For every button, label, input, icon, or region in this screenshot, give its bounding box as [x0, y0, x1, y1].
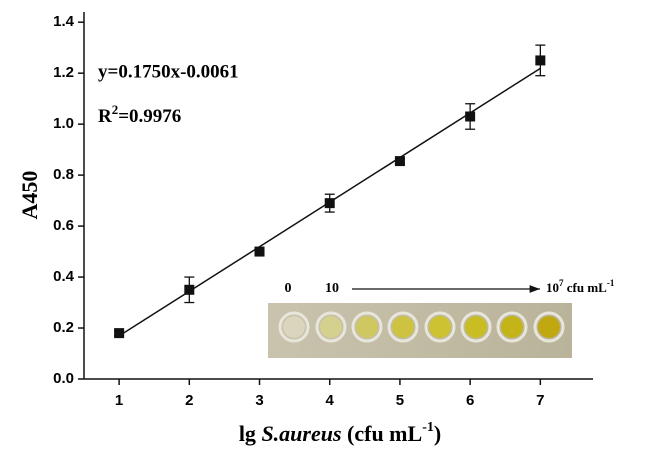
- x-label-part: -1: [422, 420, 434, 435]
- r-value: =0.9976: [118, 106, 181, 127]
- x-tick-label: 7: [536, 392, 544, 409]
- point: [255, 247, 265, 257]
- x-label-part: S.aureus: [261, 421, 341, 446]
- point: [465, 111, 475, 121]
- equation: y=0.1750x-0.0061: [98, 61, 239, 82]
- chart: 0 10 107 cfu mL-1 y=0.1750x-0.0061 R2=0.…: [0, 0, 649, 450]
- x-tick-label: 2: [185, 392, 193, 409]
- x-tick-label: 6: [466, 392, 474, 409]
- x-tick-label: 3: [255, 392, 263, 409]
- x-label-part: ): [434, 421, 441, 446]
- point: [184, 285, 194, 295]
- y-tick-label: 0.0: [53, 370, 74, 387]
- r-label: R: [98, 106, 112, 127]
- y-axis-label: A450: [17, 171, 42, 220]
- y-tick-label: 1.4: [53, 13, 75, 30]
- y-tick-label: 0.2: [53, 319, 74, 336]
- point: [114, 328, 124, 338]
- x-label-part: (cfu mL: [342, 421, 423, 446]
- inset-label: 10: [325, 281, 339, 296]
- y-tick-label: 0.6: [53, 217, 74, 234]
- y-tick-label: 0.8: [53, 166, 74, 183]
- x-label-part: lg: [239, 421, 262, 446]
- x-tick-label: 4: [326, 392, 335, 409]
- r-squared: R2=0.9976: [98, 102, 181, 127]
- inset-label: 10: [546, 280, 559, 295]
- point: [535, 55, 545, 65]
- x-tick-label: 5: [396, 392, 404, 409]
- inset-photo: [268, 289, 572, 358]
- x-axis-label: lg S.aureus (cfu mL-1): [239, 420, 441, 446]
- x-tick-label: 1: [115, 392, 123, 409]
- inset-label: 0: [285, 281, 292, 296]
- y-tick-label: 0.4: [53, 268, 75, 285]
- y-tick-label: 1.0: [53, 115, 74, 132]
- inset-label: -1: [607, 278, 615, 288]
- y-tick-label: 1.2: [53, 64, 74, 81]
- point: [325, 198, 335, 208]
- point: [395, 156, 405, 166]
- inset-label: cfu mL: [564, 280, 608, 295]
- inset-label: 107 cfu mL-1: [546, 278, 615, 295]
